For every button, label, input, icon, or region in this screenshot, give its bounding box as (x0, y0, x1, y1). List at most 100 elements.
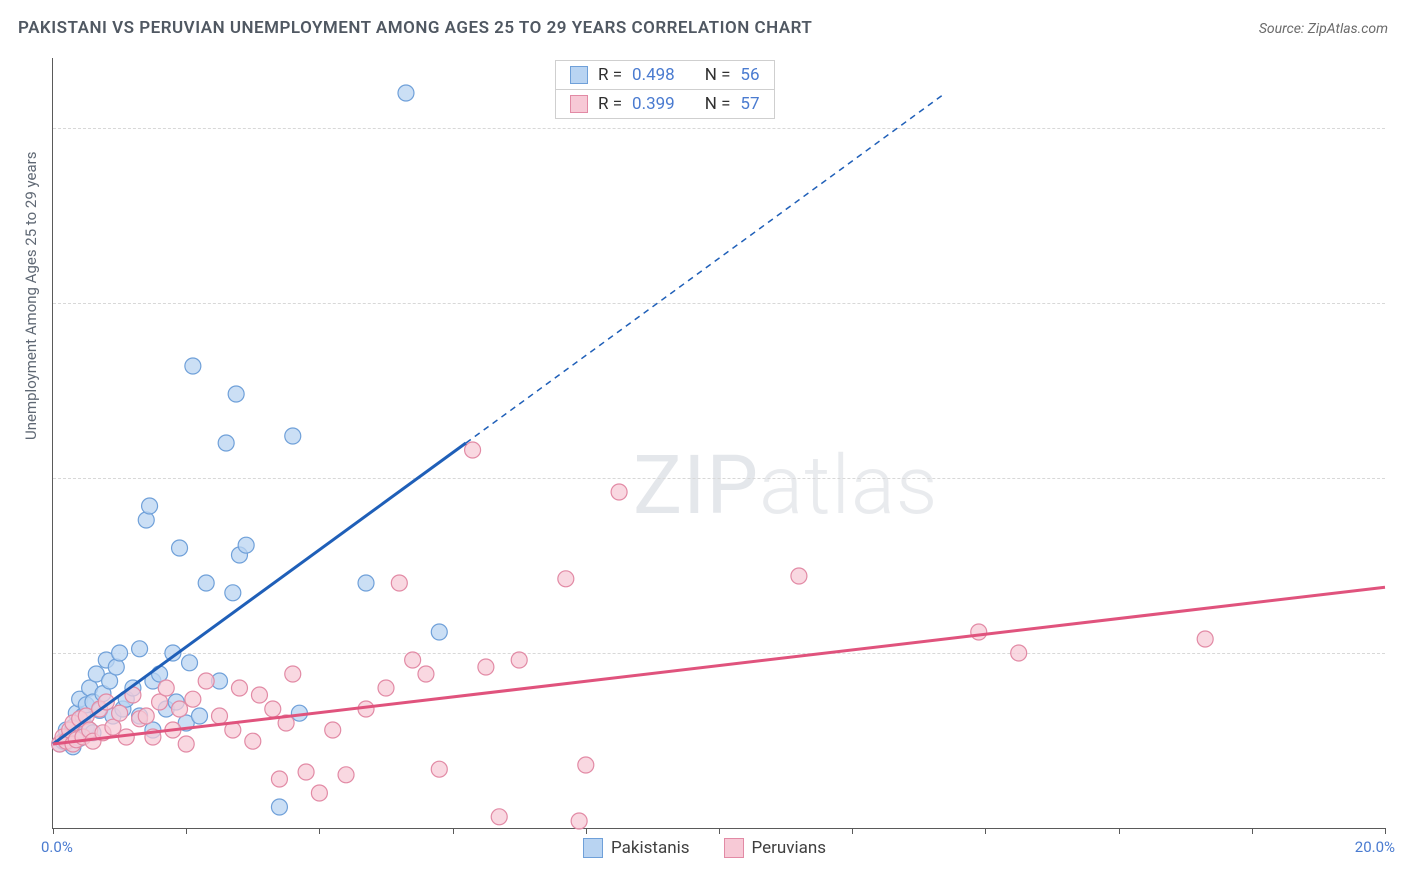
n-value: 57 (740, 94, 759, 114)
scatter-point (138, 708, 154, 724)
stats-row: R = 0.498 N = 56 (556, 61, 774, 90)
x-legend: Pakistanis Peruvians (583, 838, 826, 858)
scatter-point (172, 540, 188, 556)
scatter-point (405, 652, 421, 668)
scatter-point (185, 691, 201, 707)
y-axis-title: Unemployment Among Ages 25 to 29 years (22, 152, 40, 440)
scatter-point (478, 659, 494, 675)
scatter-point (285, 666, 301, 682)
x-tick (186, 828, 187, 834)
scatter-point (218, 435, 234, 451)
scatter-point (465, 442, 481, 458)
scatter-point (971, 624, 987, 640)
x-tick (1252, 828, 1253, 834)
x-legend-label: Pakistanis (611, 838, 690, 858)
plot-area: ZIPatlas 12.5%25.0%37.5%50.0% 0.0% 20.0%… (52, 58, 1385, 829)
scatter-point (132, 641, 148, 657)
x-tick (453, 828, 454, 834)
series-swatch (570, 66, 588, 84)
y-tick-label: 37.5% (1397, 294, 1406, 312)
scatter-point (112, 705, 128, 721)
scatter-point (182, 655, 198, 671)
x-tick (985, 828, 986, 834)
scatter-point (142, 498, 158, 514)
x-tick (852, 828, 853, 834)
n-label: N = (705, 94, 731, 114)
series-swatch (570, 95, 588, 113)
scatter-point (112, 645, 128, 661)
plot-svg (53, 58, 1385, 828)
scatter-point (298, 764, 314, 780)
series-swatch (724, 838, 744, 858)
scatter-point (325, 722, 341, 738)
title-bar: PAKISTANI VS PERUVIAN UNEMPLOYMENT AMONG… (18, 18, 1388, 38)
scatter-point (558, 571, 574, 587)
x-tick (586, 828, 587, 834)
x-tick (53, 828, 54, 834)
scatter-point (578, 757, 594, 773)
source-label: Source: ZipAtlas.com (1259, 21, 1388, 37)
x-tick (1119, 828, 1120, 834)
scatter-point (571, 813, 587, 829)
scatter-point (418, 666, 434, 682)
n-value: 56 (740, 65, 759, 85)
scatter-point (231, 680, 247, 696)
y-tick-label: 50.0% (1397, 119, 1406, 137)
scatter-point (611, 484, 627, 500)
scatter-point (158, 680, 174, 696)
scatter-point (212, 708, 228, 724)
scatter-point (311, 785, 327, 801)
scatter-point (192, 708, 208, 724)
scatter-point (431, 624, 447, 640)
scatter-point (225, 585, 241, 601)
trend-line (53, 587, 1385, 744)
x-tick (319, 828, 320, 834)
scatter-point (378, 680, 394, 696)
r-label: R = (598, 94, 622, 114)
scatter-point (238, 537, 254, 553)
source-prefix: Source: (1259, 21, 1308, 37)
x-tick (719, 828, 720, 834)
x-legend-item: Peruvians (724, 838, 827, 858)
x-start-label: 0.0% (41, 838, 73, 856)
scatter-point (1197, 631, 1213, 647)
x-legend-label: Peruvians (752, 838, 827, 858)
scatter-point (791, 568, 807, 584)
scatter-point (358, 575, 374, 591)
stats-row: R = 0.399 N = 57 (556, 90, 774, 118)
y-tick-label: 25.0% (1397, 469, 1406, 487)
scatter-point (398, 85, 414, 101)
stats-legend-box: R = 0.498 N = 56 R = 0.399 N = 57 (555, 60, 775, 119)
trend-line-extrapolated (466, 93, 946, 443)
r-label: R = (598, 65, 622, 85)
scatter-point (431, 761, 447, 777)
scatter-point (198, 575, 214, 591)
r-value: 0.498 (632, 65, 675, 85)
scatter-point (265, 701, 281, 717)
n-label: N = (705, 65, 731, 85)
scatter-point (172, 701, 188, 717)
y-tick-label: 12.5% (1397, 644, 1406, 662)
r-value: 0.399 (632, 94, 675, 114)
scatter-point (271, 771, 287, 787)
scatter-point (1011, 645, 1027, 661)
scatter-point (178, 736, 194, 752)
scatter-point (138, 512, 154, 528)
scatter-point (511, 652, 527, 668)
source-name: ZipAtlas.com (1308, 21, 1388, 37)
x-end-label: 20.0% (1355, 838, 1395, 856)
series-swatch (583, 838, 603, 858)
scatter-point (285, 428, 301, 444)
scatter-point (108, 659, 124, 675)
scatter-point (198, 673, 214, 689)
chart-title: PAKISTANI VS PERUVIAN UNEMPLOYMENT AMONG… (18, 18, 812, 38)
x-legend-item: Pakistanis (583, 838, 690, 858)
scatter-point (245, 733, 261, 749)
scatter-point (251, 687, 267, 703)
scatter-point (338, 767, 354, 783)
scatter-point (185, 358, 201, 374)
scatter-point (271, 799, 287, 815)
scatter-point (491, 809, 507, 825)
scatter-point (391, 575, 407, 591)
scatter-point (228, 386, 244, 402)
